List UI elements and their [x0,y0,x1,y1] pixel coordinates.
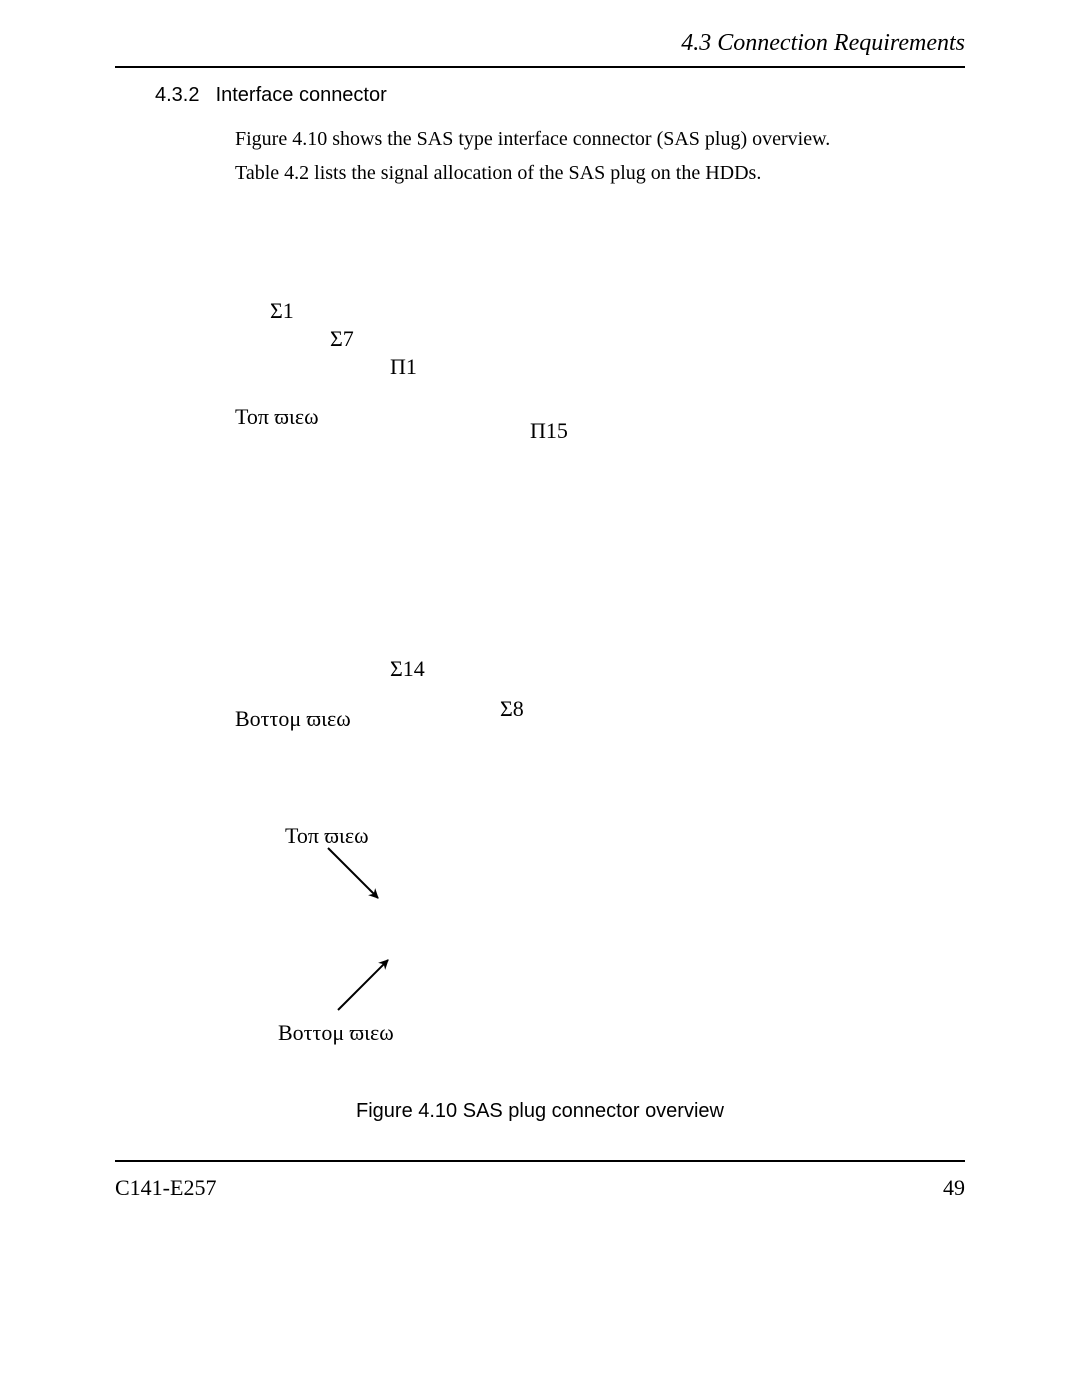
arrow-2-line [338,960,388,1010]
footer-rule [115,1160,965,1162]
footer-page-number: 49 [943,1175,965,1201]
footer-doc-id: C141-E257 [115,1175,216,1201]
arrow-1-line [328,848,378,898]
page: 4.3 Connection Requirements 4.3.2 Interf… [0,0,1080,1397]
figure-caption: Figure 4.10 SAS plug connector overview [0,1100,1080,1123]
